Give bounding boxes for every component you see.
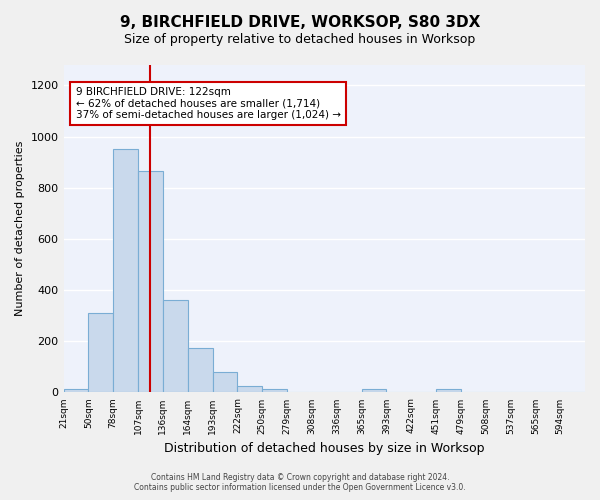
Bar <box>113 150 138 392</box>
Bar <box>436 390 461 392</box>
Bar <box>163 300 188 392</box>
X-axis label: Distribution of detached houses by size in Worksop: Distribution of detached houses by size … <box>164 442 485 455</box>
Bar <box>238 386 262 392</box>
Bar <box>138 171 163 392</box>
Bar <box>88 313 113 392</box>
Text: 9, BIRCHFIELD DRIVE, WORKSOP, S80 3DX: 9, BIRCHFIELD DRIVE, WORKSOP, S80 3DX <box>120 15 480 30</box>
Bar <box>64 390 88 392</box>
Text: Contains HM Land Registry data © Crown copyright and database right 2024.
Contai: Contains HM Land Registry data © Crown c… <box>134 473 466 492</box>
Bar <box>262 389 287 392</box>
Bar <box>362 390 386 392</box>
Y-axis label: Number of detached properties: Number of detached properties <box>15 141 25 316</box>
Bar <box>212 372 238 392</box>
Bar <box>188 348 212 393</box>
Text: 9 BIRCHFIELD DRIVE: 122sqm
← 62% of detached houses are smaller (1,714)
37% of s: 9 BIRCHFIELD DRIVE: 122sqm ← 62% of deta… <box>76 86 341 120</box>
Text: Size of property relative to detached houses in Worksop: Size of property relative to detached ho… <box>124 32 476 46</box>
